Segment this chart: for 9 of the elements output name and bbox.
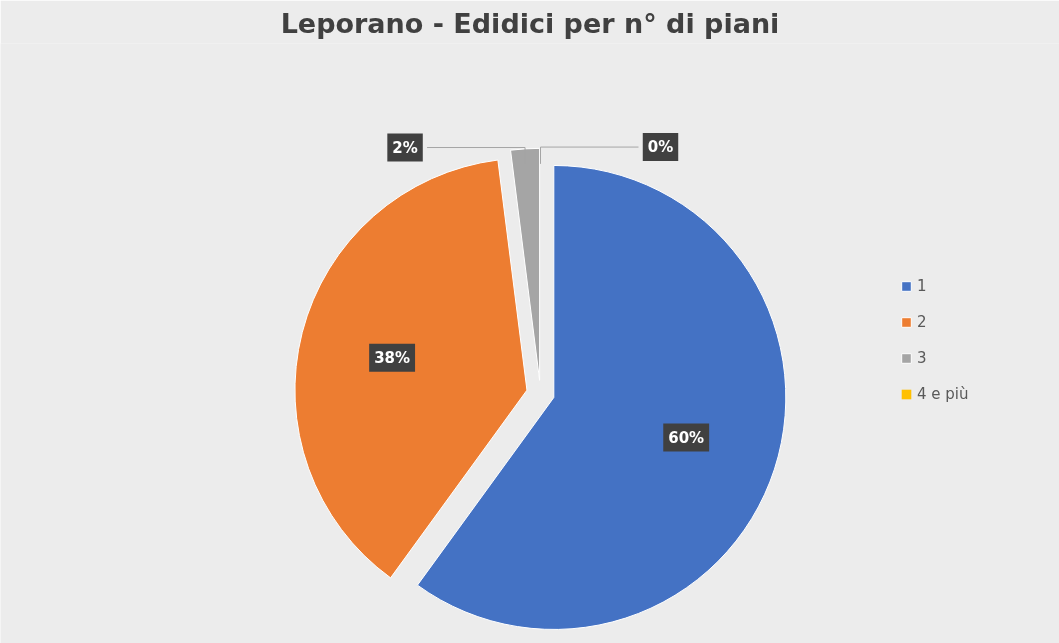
legend-label: 1 [917,277,928,295]
legend-label: 3 [917,349,928,367]
legend-label: 4 e più [917,385,969,403]
legend-label: 2 [917,313,928,331]
chart-title: Leporano - Edidici per n° di piani [280,7,780,39]
text: 0% [647,138,674,157]
data-label: 2% [392,138,418,157]
data-label: 60% [668,428,705,447]
data-label: 38% [374,348,411,367]
